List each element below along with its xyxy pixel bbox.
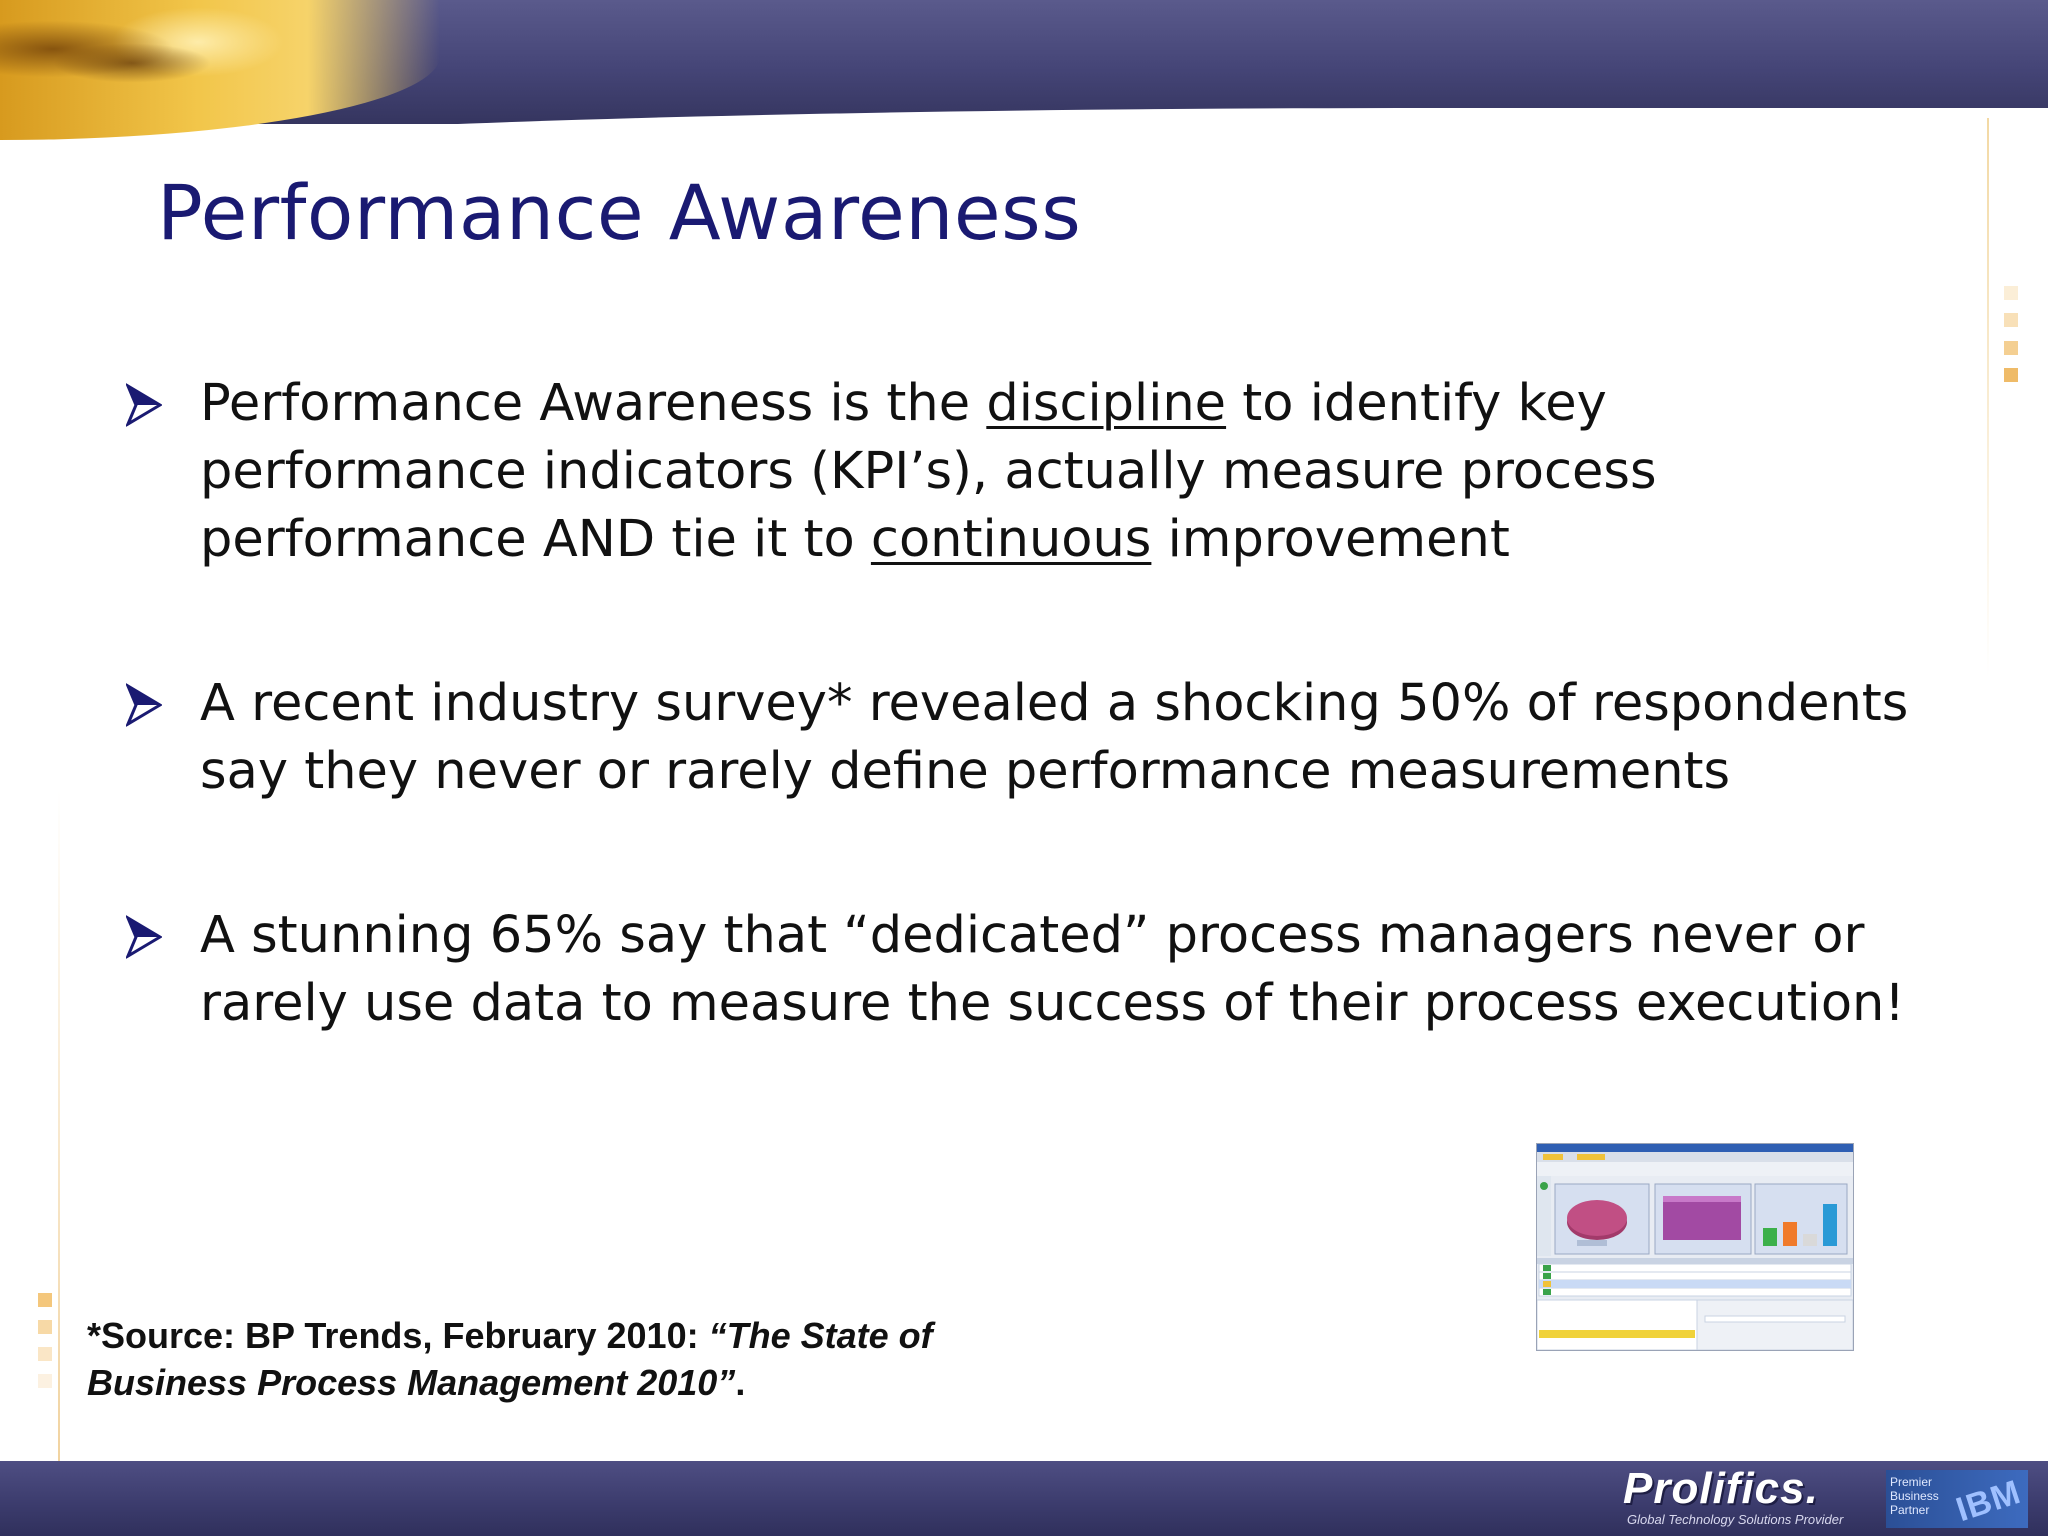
dashboard-image — [1537, 1144, 1853, 1350]
footer-bar — [0, 1461, 2048, 1536]
bullet-text-run: Performance Awareness is the — [200, 374, 987, 433]
arrow-bullet-icon — [126, 683, 162, 727]
left-decorative-rule — [58, 790, 60, 1462]
decorative-square — [38, 1320, 52, 1334]
bullet-text-run: A recent industry survey* revealed a sho… — [200, 674, 1909, 801]
ibm-logo: IBM — [1951, 1472, 2026, 1530]
bullet-text-run: improvement — [1151, 510, 1510, 569]
prolifics-tagline: Global Technology Solutions Provider — [1627, 1512, 1844, 1527]
footnote-prefix: *Source: BP Trends, February 2010: — [87, 1315, 709, 1356]
decorative-square — [38, 1347, 52, 1361]
decorative-square — [2004, 341, 2018, 355]
arrow-bullet-icon — [126, 383, 162, 427]
bullet-text-run: to identify key performance indicators (… — [200, 374, 1657, 569]
decorative-square — [38, 1374, 52, 1388]
prolifics-logo: Prolifics. — [1623, 1464, 1819, 1513]
decorative-square — [2004, 286, 2018, 300]
decorative-square — [2004, 368, 2018, 382]
source-footnote: *Source: BP Trends, February 2010: “The … — [87, 1312, 1087, 1406]
slide-title: Performance Awareness — [157, 168, 1082, 257]
partner-line: Premier — [1890, 1475, 1933, 1489]
decorative-square — [38, 1293, 52, 1307]
partner-line: Business — [1890, 1489, 1939, 1503]
bullet-text-run: A stunning 65% say that “dedicated” proc… — [200, 906, 1905, 1033]
bullet-text: Performance Awareness is the discipline … — [200, 370, 1940, 574]
underlined-word: discipline — [986, 374, 1227, 433]
underlined-word: continuous — [870, 510, 1152, 569]
bullet-text: A stunning 65% say that “dedicated” proc… — [200, 902, 1960, 1038]
decorative-square — [2004, 313, 2018, 327]
footnote-title: “The State of Business Process Managemen… — [87, 1315, 933, 1403]
ibm-partner-badge: Premier Business Partner IBM — [1886, 1470, 2028, 1530]
partner-line: Partner — [1890, 1503, 1930, 1517]
footnote-suffix: . — [735, 1362, 746, 1403]
dashboard-screenshot-thumbnail — [1536, 1143, 1854, 1351]
arrow-bullet-icon — [126, 915, 162, 959]
bullet-text: A recent industry survey* revealed a sho… — [200, 670, 1940, 806]
right-decorative-rule — [1987, 118, 1989, 678]
